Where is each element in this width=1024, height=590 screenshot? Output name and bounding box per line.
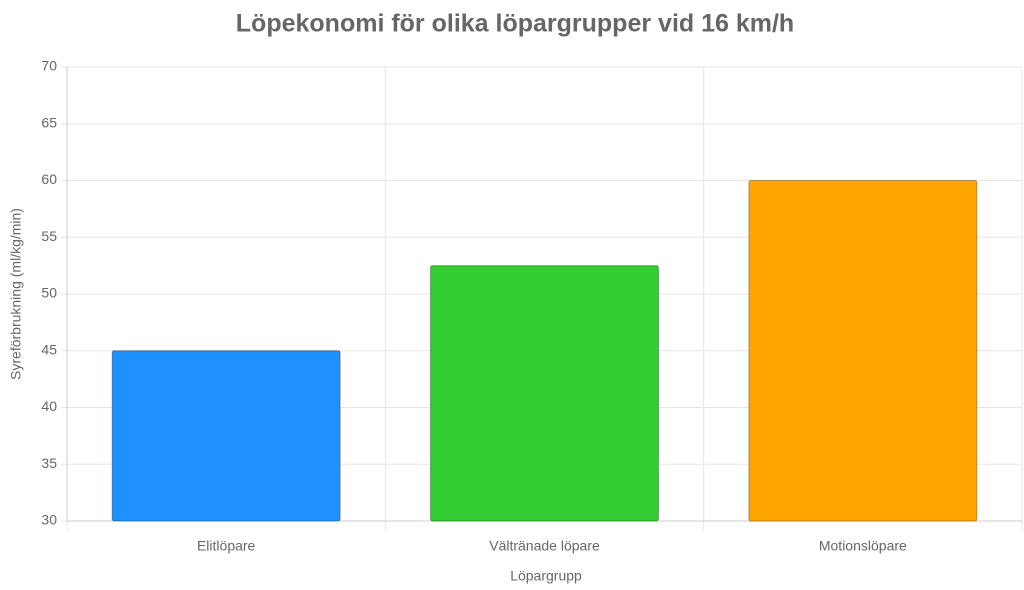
y-tick-label: 65 — [41, 114, 57, 130]
bar — [748, 180, 978, 522]
y-tick-label: 60 — [41, 171, 57, 187]
x-tick-label: Vältränade löpare — [489, 538, 600, 554]
x-axis-title: Löpargrupp — [510, 568, 582, 584]
x-tick-label: Elitlöpare — [197, 538, 256, 554]
y-tick-label: 55 — [41, 228, 57, 244]
y-tick-label: 35 — [41, 455, 57, 471]
y-tick-label: 40 — [41, 398, 57, 414]
y-tick-label: 30 — [41, 512, 57, 528]
bar — [430, 265, 659, 522]
bar — [111, 350, 341, 522]
chart-title: Löpekonomi för olika löpargrupper vid 16… — [236, 10, 794, 38]
y-tick-label: 50 — [41, 285, 57, 301]
x-tick-label: Motionslöpare — [819, 538, 907, 554]
y-axis-title: Syreförbrukning (ml/kg/min) — [8, 208, 24, 380]
y-tick-label: 70 — [41, 58, 57, 74]
y-tick-label: 45 — [41, 341, 57, 357]
